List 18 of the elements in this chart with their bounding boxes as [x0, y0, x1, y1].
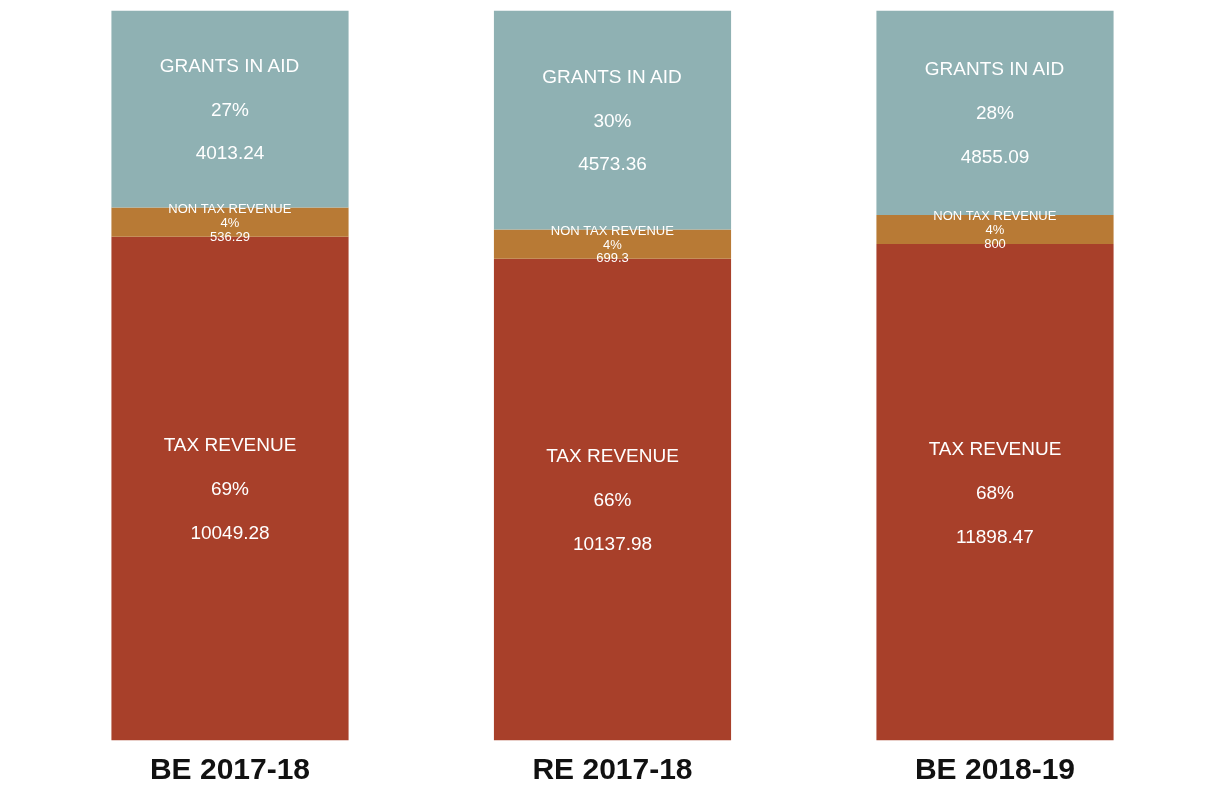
x-tick-label: BE 2018-19 [914, 751, 1076, 785]
text: TAX REVENUE [546, 445, 679, 467]
data-label: 4% 536.29 [210, 214, 250, 244]
data-label: 28% 4855.09 [960, 102, 1030, 167]
text: GRANTS IN AID [542, 65, 682, 87]
x-tick-label: BE 2017-18 [149, 751, 311, 785]
text: GRANTS IN AID [924, 58, 1065, 80]
data-label: 4% 699.3 [596, 236, 629, 266]
series-label: GRANTS IN AID [159, 54, 300, 76]
text: 69% 10049.28 [190, 478, 270, 543]
text: 30% 4573.36 [578, 109, 647, 175]
text: 68% 11898.47 [956, 481, 1034, 547]
x-tick-label: RE 2017-18 [532, 751, 693, 785]
text: TAX REVENUE [163, 434, 297, 456]
series-label: TAX REVENUE [928, 438, 1062, 459]
data-label: 27% 4013.24 [195, 98, 265, 164]
data-label: 4% 800 [984, 222, 1006, 251]
data-label: 66% 10137.98 [572, 489, 653, 554]
